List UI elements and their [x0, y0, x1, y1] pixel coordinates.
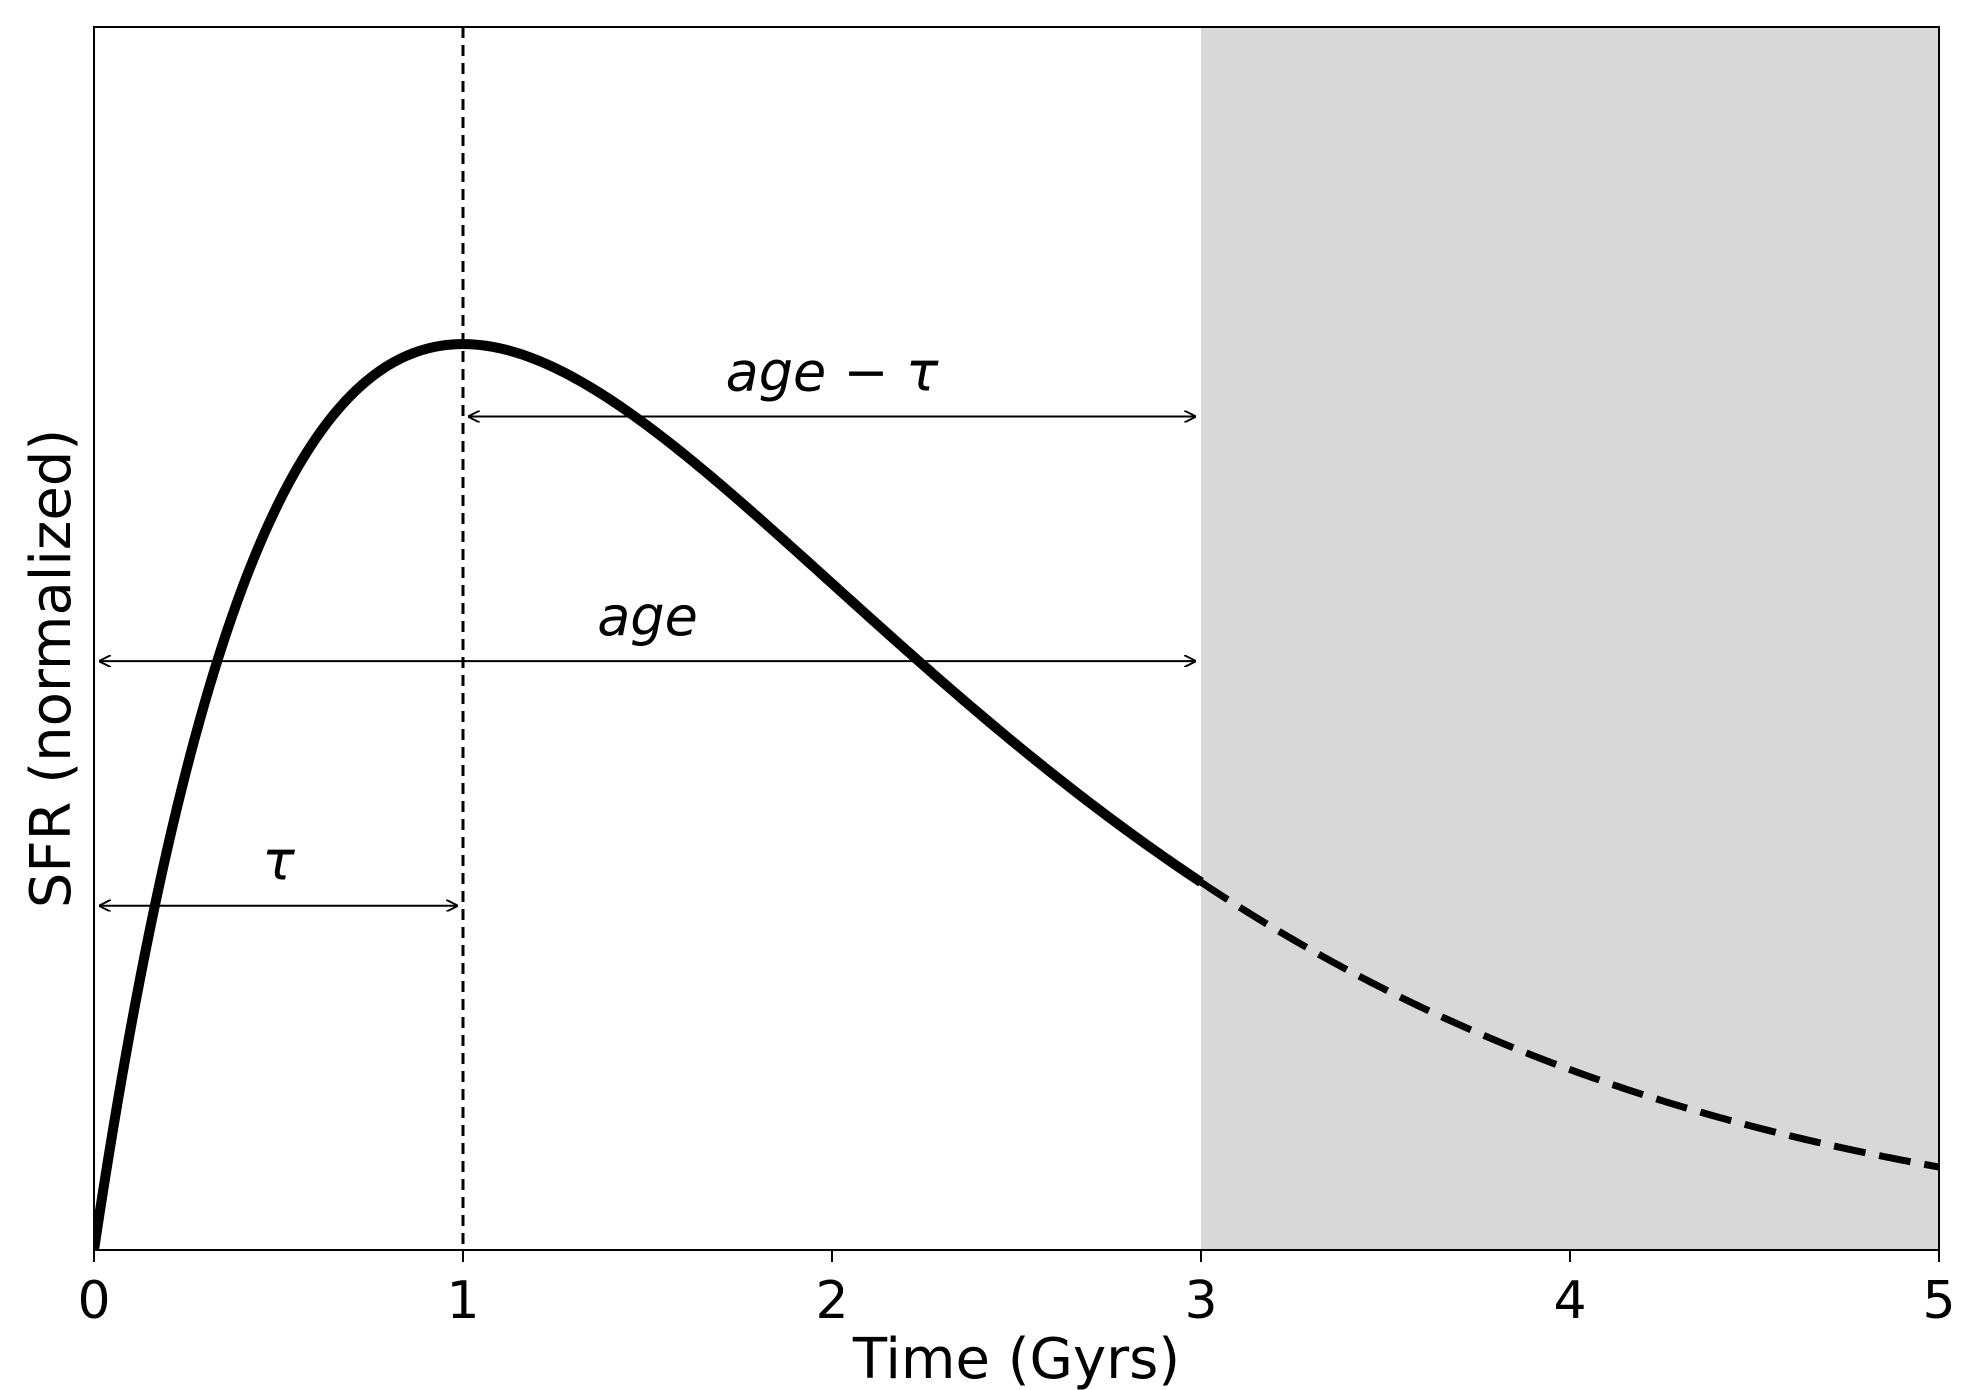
- shaded-region: [1201, 27, 1939, 1250]
- annotation-label: age − τ: [726, 341, 939, 404]
- x-tick-label: 2: [815, 1271, 848, 1331]
- annotation-label: τ: [262, 830, 295, 893]
- x-tick-label: 0: [77, 1271, 110, 1331]
- annotation-label: age: [597, 585, 698, 648]
- x-tick-label: 1: [446, 1271, 479, 1331]
- plot-frame: [93, 26, 1940, 1251]
- x-tick-label: 5: [1922, 1271, 1955, 1331]
- x-tick-label: 3: [1184, 1271, 1217, 1331]
- y-axis-label: SFR (normalized): [19, 429, 84, 908]
- sfr-curve-solid: [94, 339, 1204, 1250]
- x-axis-label: Time (Gyrs): [852, 1327, 1180, 1390]
- x-tick-label: 4: [1553, 1271, 1586, 1331]
- sfr-curve-dashed: [1199, 879, 1939, 1171]
